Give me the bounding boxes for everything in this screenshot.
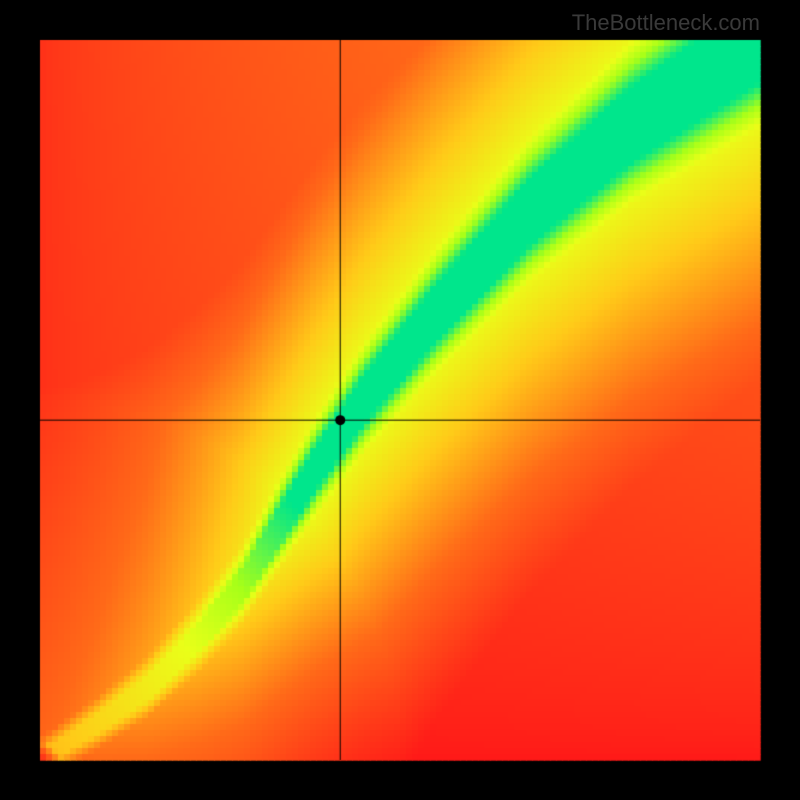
chart-container: TheBottleneck.com — [0, 0, 800, 800]
bottleneck-heatmap — [0, 0, 800, 800]
watermark-text: TheBottleneck.com — [572, 10, 760, 36]
